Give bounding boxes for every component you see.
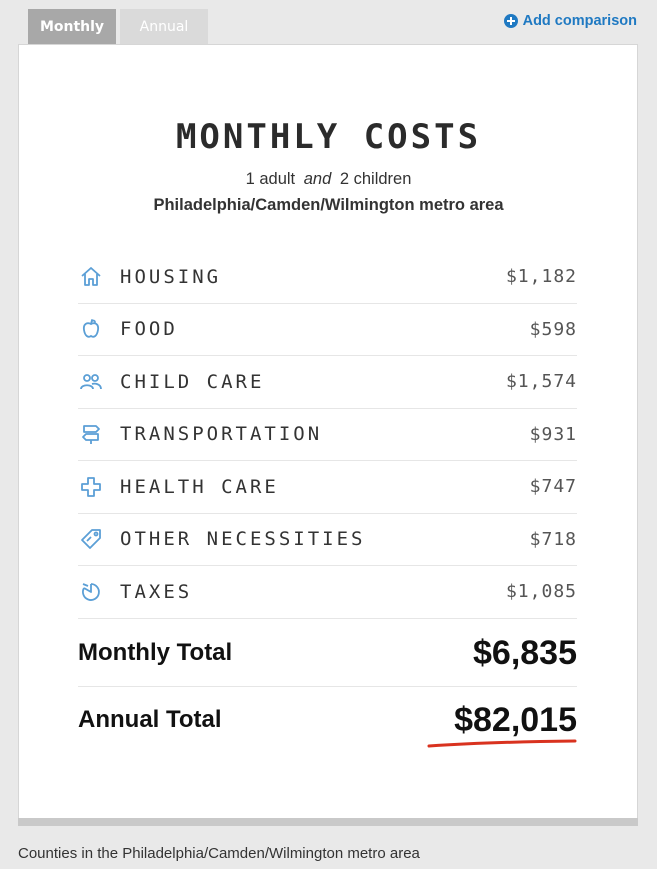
tag-icon: [78, 527, 104, 551]
cost-value: $1,182: [505, 266, 577, 288]
cost-label: CHILD CARE: [120, 370, 265, 393]
cost-label: FOOD: [120, 318, 178, 341]
cost-value: $1,085: [505, 581, 577, 603]
cost-row-transportation: TRANSPORTATION $931: [78, 409, 577, 461]
cost-value: $1,574: [505, 371, 577, 393]
cost-row-food: FOOD $598: [78, 304, 577, 356]
annual-total-row: Annual Total $82,015: [78, 697, 577, 743]
counties-caption: Counties in the Philadelphia/Camden/Wilm…: [18, 845, 420, 862]
family-composition: 1 adult and 2 children: [0, 170, 657, 189]
cost-label: HOUSING: [120, 265, 222, 288]
pie-icon: [78, 580, 104, 604]
cost-row-child-care: CHILD CARE $1,574: [78, 356, 577, 409]
cross-icon: [78, 475, 104, 499]
monthly-total-label: Monthly Total: [78, 639, 233, 666]
tab-monthly[interactable]: Monthly: [28, 9, 116, 44]
children-count: 2 children: [339, 170, 412, 188]
costs-card: [18, 44, 638, 820]
house-icon: [78, 265, 104, 289]
total-divider: [78, 686, 577, 687]
region-name: Philadelphia/Camden/Wilmington metro are…: [153, 196, 504, 214]
family-conjunction: and: [303, 170, 332, 188]
card-bottom-bar: [18, 818, 638, 826]
cost-list: HOUSING $1,182 FOOD $598 CHILD CARE $1,5…: [78, 251, 577, 619]
cost-row-taxes: TAXES $1,085: [78, 566, 577, 619]
cost-value: $931: [529, 423, 577, 445]
apple-icon: [78, 317, 104, 341]
annual-total-label: Annual Total: [78, 706, 222, 733]
cost-value: $718: [529, 528, 577, 550]
annual-total-value: $82,015: [454, 700, 577, 739]
page-title: MONTHLY COSTS: [175, 117, 482, 157]
cost-label: TRANSPORTATION: [120, 423, 323, 446]
cost-label: OTHER NECESSITIES: [120, 528, 366, 551]
people-icon: [78, 370, 104, 394]
cost-label: HEALTH CARE: [120, 475, 279, 498]
add-comparison-label: Add comparison: [522, 13, 637, 29]
tab-annual[interactable]: Annual: [120, 9, 208, 44]
period-tabs: Monthly Annual: [28, 9, 208, 44]
adults-count: 1 adult: [245, 170, 296, 188]
monthly-total-row: Monthly Total $6,835: [78, 630, 577, 676]
monthly-total-value: $6,835: [473, 633, 577, 672]
annual-total-underline: [427, 739, 577, 748]
add-comparison-link[interactable]: Add comparison: [503, 13, 637, 29]
cost-value: $747: [529, 476, 577, 498]
cost-row-housing: HOUSING $1,182: [78, 251, 577, 304]
cost-row-health-care: HEALTH CARE $747: [78, 461, 577, 514]
cost-row-other-necessities: OTHER NECESSITIES $718: [78, 514, 577, 566]
signpost-icon: [78, 422, 104, 446]
cost-label: TAXES: [120, 580, 193, 603]
plus-circle-icon: [503, 14, 518, 28]
cost-value: $598: [529, 318, 577, 340]
